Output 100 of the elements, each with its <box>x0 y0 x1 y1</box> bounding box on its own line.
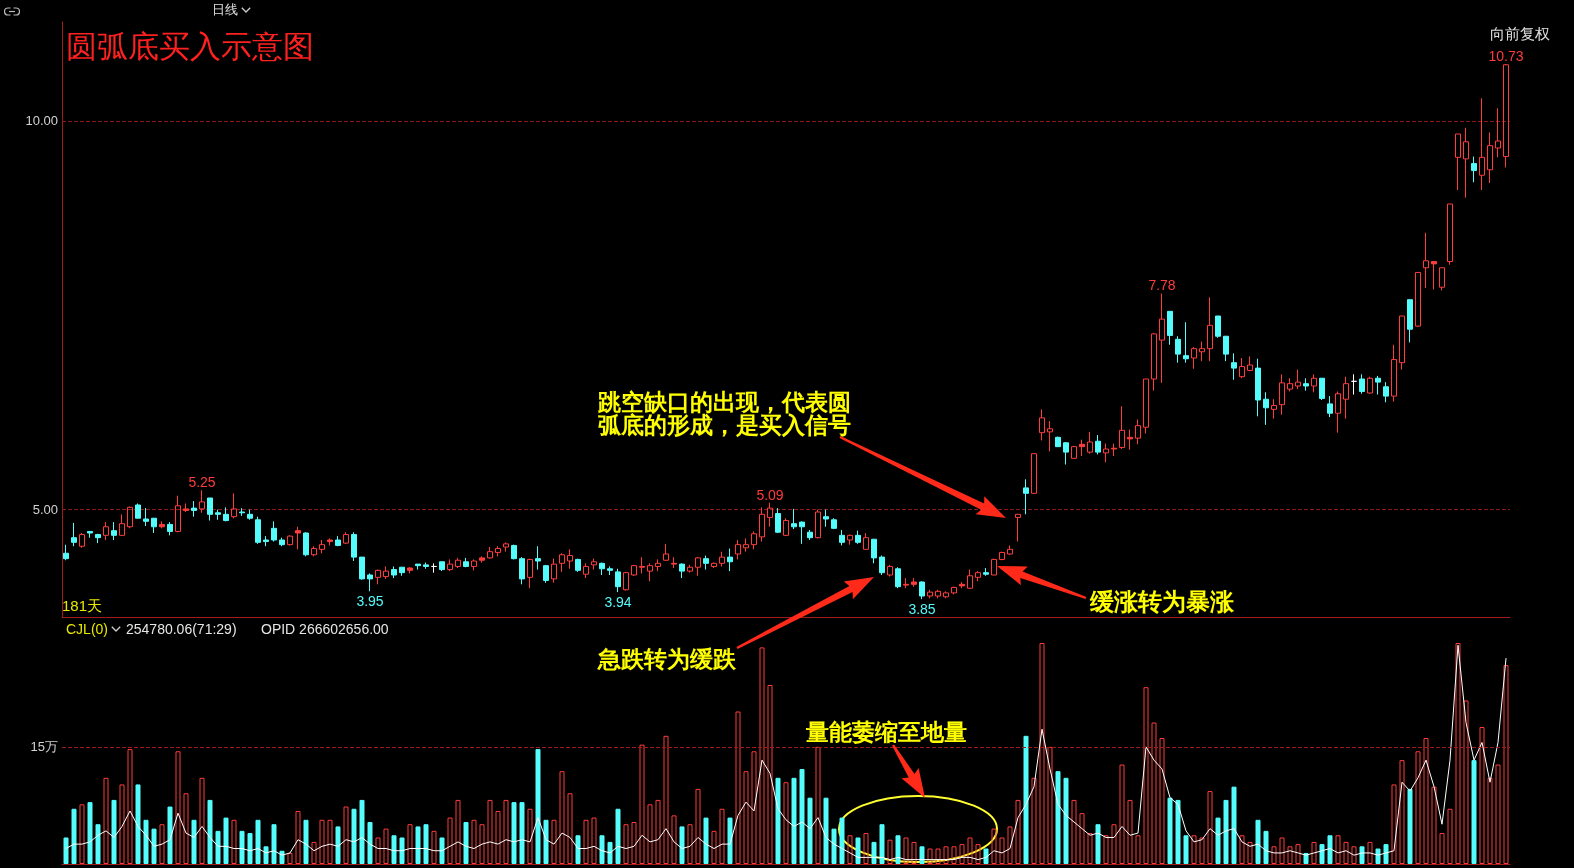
bar <box>311 841 317 864</box>
candlestick <box>1495 107 1501 158</box>
candlestick <box>871 538 877 564</box>
candlestick <box>143 507 149 527</box>
candlestick <box>1023 478 1029 515</box>
bar <box>1375 848 1381 864</box>
annotation: 3.94 <box>604 594 632 611</box>
bar <box>1487 777 1493 864</box>
bar <box>999 837 1005 864</box>
candlestick <box>319 539 325 554</box>
bar <box>903 837 909 864</box>
candlestick <box>63 544 69 561</box>
bar <box>1023 735 1029 864</box>
candlestick <box>727 548 733 572</box>
candlestick <box>327 537 333 546</box>
candlestick <box>1463 127 1469 199</box>
candlestick <box>823 509 829 528</box>
candlestick <box>943 590 949 599</box>
bar <box>543 819 549 864</box>
annotation: 10.73 <box>1488 48 1524 64</box>
bar <box>1423 738 1429 864</box>
candlestick <box>647 562 653 582</box>
bar <box>423 824 429 864</box>
bar <box>439 837 445 864</box>
bar <box>399 837 405 864</box>
bar <box>727 817 733 864</box>
annotation: 急跌转为缓跌 <box>598 646 736 673</box>
candlestick <box>1207 296 1213 362</box>
candlestick <box>1063 441 1069 466</box>
candlestick <box>519 556 525 585</box>
bar <box>807 797 813 864</box>
candlestick <box>759 506 765 543</box>
bar <box>559 771 565 864</box>
candlestick <box>895 566 901 589</box>
bar <box>919 846 925 864</box>
bar <box>927 848 933 864</box>
candlestick <box>1047 420 1053 452</box>
candlestick <box>391 565 397 579</box>
candlestick <box>447 558 453 572</box>
candlestick <box>167 521 173 536</box>
candlestick <box>967 569 973 590</box>
candlestick <box>463 557 469 568</box>
bar <box>1399 760 1405 864</box>
bar <box>1223 799 1229 864</box>
bar <box>239 830 245 864</box>
bar <box>847 835 853 864</box>
bar <box>391 835 397 864</box>
candlestick <box>591 558 597 571</box>
bar <box>287 852 293 864</box>
bar <box>1183 835 1189 864</box>
bar <box>1495 764 1501 864</box>
bar <box>1295 844 1301 864</box>
bar <box>1175 799 1181 864</box>
candlestick <box>1183 321 1189 364</box>
bar <box>1463 700 1469 864</box>
bar <box>255 819 261 864</box>
candlestick <box>607 565 613 576</box>
bar <box>335 826 341 864</box>
bar <box>799 768 805 864</box>
bar <box>511 802 517 864</box>
annotation: 3.85 <box>908 601 936 618</box>
bar <box>1071 799 1077 864</box>
bar <box>1263 830 1269 864</box>
candlestick <box>1447 203 1453 266</box>
annotation: 向前复权 <box>1490 25 1550 43</box>
candlestick <box>983 567 989 577</box>
candlestick <box>951 586 957 595</box>
bar <box>199 777 205 864</box>
candlestick <box>303 531 309 557</box>
candlestick <box>279 537 285 547</box>
candlestick <box>655 558 661 572</box>
candlestick <box>495 545 501 557</box>
candlestick <box>135 502 141 519</box>
bar <box>367 822 373 864</box>
candlestick <box>1423 232 1429 289</box>
annotation: 量能萎缩至地量 <box>806 719 967 746</box>
candlestick <box>215 509 221 521</box>
bar <box>215 830 221 864</box>
bar <box>383 828 389 864</box>
bar <box>103 777 109 864</box>
bar <box>527 808 533 864</box>
bar <box>607 841 613 864</box>
bar <box>247 833 253 864</box>
candlestick <box>711 562 717 569</box>
bar <box>687 824 693 864</box>
candlestick <box>1175 335 1181 364</box>
candlestick <box>927 589 933 599</box>
bar <box>271 824 277 864</box>
candlestick <box>1343 376 1349 420</box>
bar <box>1351 846 1357 864</box>
bar <box>599 835 605 864</box>
bar <box>831 828 837 864</box>
bar <box>87 802 93 864</box>
candlestick <box>1167 310 1173 346</box>
candlestick <box>95 533 101 544</box>
candlestick <box>223 506 229 522</box>
bar <box>567 793 573 864</box>
candlestick <box>1407 299 1413 343</box>
candlestick <box>1239 357 1245 379</box>
candlestick <box>1319 377 1325 401</box>
